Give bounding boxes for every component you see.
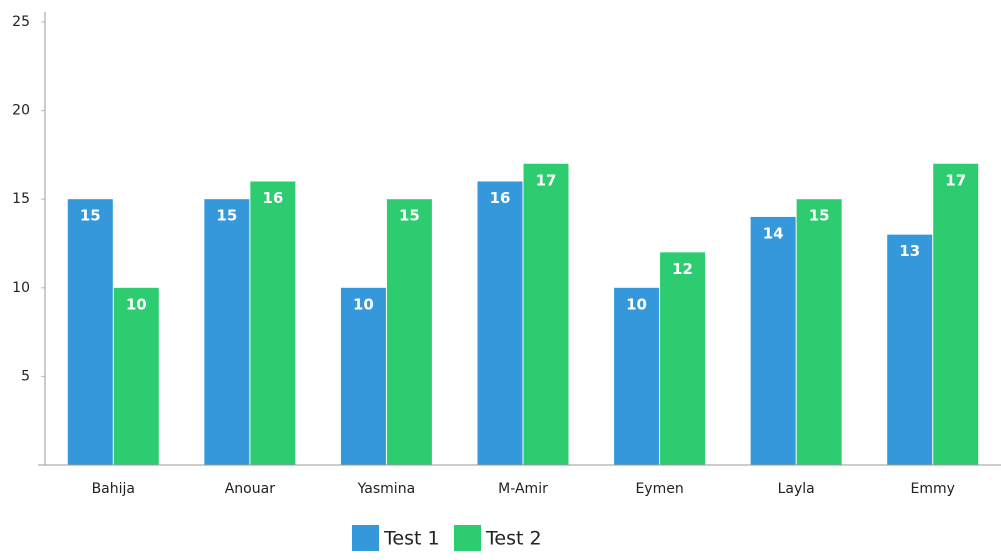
data-label: 17 (536, 171, 557, 189)
bar (477, 181, 523, 466)
x-tick-label: Anouar (225, 481, 275, 497)
data-label: 10 (126, 295, 147, 313)
data-label: 16 (262, 189, 283, 207)
bar (67, 199, 113, 465)
legend-swatch (454, 525, 481, 551)
x-tick-label: Layla (778, 481, 815, 497)
data-label: 16 (490, 189, 511, 207)
bar (204, 199, 250, 465)
bar (340, 287, 386, 465)
data-label: 17 (945, 171, 966, 189)
y-tick-label: 25 (12, 14, 30, 30)
x-tick-label: Emmy (911, 481, 955, 497)
bar (750, 216, 796, 465)
x-tick-label: Bahija (92, 481, 135, 497)
x-tick-label: Yasmina (357, 481, 415, 497)
bar (796, 199, 842, 465)
data-label: 13 (899, 242, 920, 260)
bar (250, 181, 296, 466)
data-label: 15 (399, 207, 420, 225)
legend-label: Test 2 (485, 528, 542, 550)
bar (660, 252, 706, 465)
x-tick-label: Eymen (635, 481, 683, 497)
y-tick-label: 5 (21, 368, 30, 384)
bar (933, 163, 979, 465)
y-tick-label: 20 (12, 103, 30, 119)
data-label: 10 (626, 295, 647, 313)
legend-label: Test 1 (383, 528, 440, 550)
data-label: 12 (672, 260, 693, 278)
bar (614, 287, 660, 465)
data-label: 14 (763, 224, 784, 242)
bar (113, 287, 159, 465)
data-label: 15 (809, 207, 830, 225)
data-label: 15 (216, 207, 237, 225)
bar (887, 234, 933, 465)
data-label: 15 (80, 207, 101, 225)
bar (386, 199, 432, 465)
x-tick-label: M-Amir (498, 481, 548, 497)
y-tick-label: 10 (12, 280, 30, 296)
legend-swatch (352, 525, 379, 551)
y-tick-label: 15 (12, 191, 30, 207)
bar (523, 163, 569, 465)
data-label: 10 (353, 295, 374, 313)
